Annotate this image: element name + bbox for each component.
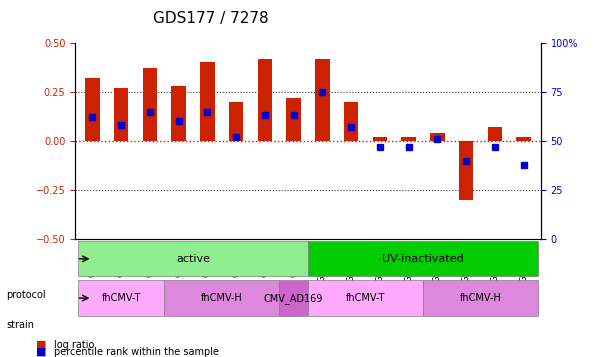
Bar: [258, 59, 272, 141]
Text: ■: ■: [36, 340, 46, 350]
Text: fhCMV-T: fhCMV-T: [346, 293, 385, 303]
Bar: [114, 88, 129, 141]
Bar: [344, 102, 358, 141]
Text: UV-inactivated: UV-inactivated: [382, 254, 464, 264]
Bar: [200, 62, 215, 141]
Bar: [229, 102, 243, 141]
FancyBboxPatch shape: [308, 281, 423, 316]
Text: percentile rank within the sample: percentile rank within the sample: [54, 347, 219, 357]
Text: active: active: [176, 254, 210, 264]
Bar: [142, 69, 157, 141]
Bar: [287, 98, 301, 141]
Text: CMV_AD169: CMV_AD169: [264, 293, 323, 303]
Bar: [315, 59, 329, 141]
Text: strain: strain: [6, 320, 34, 330]
Bar: [430, 133, 445, 141]
FancyBboxPatch shape: [423, 281, 538, 316]
FancyBboxPatch shape: [164, 281, 279, 316]
Bar: [401, 137, 416, 141]
Text: GDS177 / 7278: GDS177 / 7278: [153, 11, 268, 26]
Bar: [459, 141, 474, 200]
Text: ■: ■: [36, 347, 46, 357]
Bar: [373, 137, 387, 141]
Bar: [171, 86, 186, 141]
FancyBboxPatch shape: [78, 241, 308, 276]
Bar: [516, 137, 531, 141]
Text: fhCMV-T: fhCMV-T: [102, 293, 141, 303]
FancyBboxPatch shape: [308, 241, 538, 276]
Bar: [85, 78, 100, 141]
Text: fhCMV-H: fhCMV-H: [460, 293, 501, 303]
Text: protocol: protocol: [6, 290, 46, 300]
Bar: [487, 127, 502, 141]
FancyBboxPatch shape: [78, 281, 164, 316]
FancyBboxPatch shape: [279, 281, 308, 316]
Text: fhCMV-H: fhCMV-H: [201, 293, 243, 303]
Text: log ratio: log ratio: [54, 340, 94, 350]
